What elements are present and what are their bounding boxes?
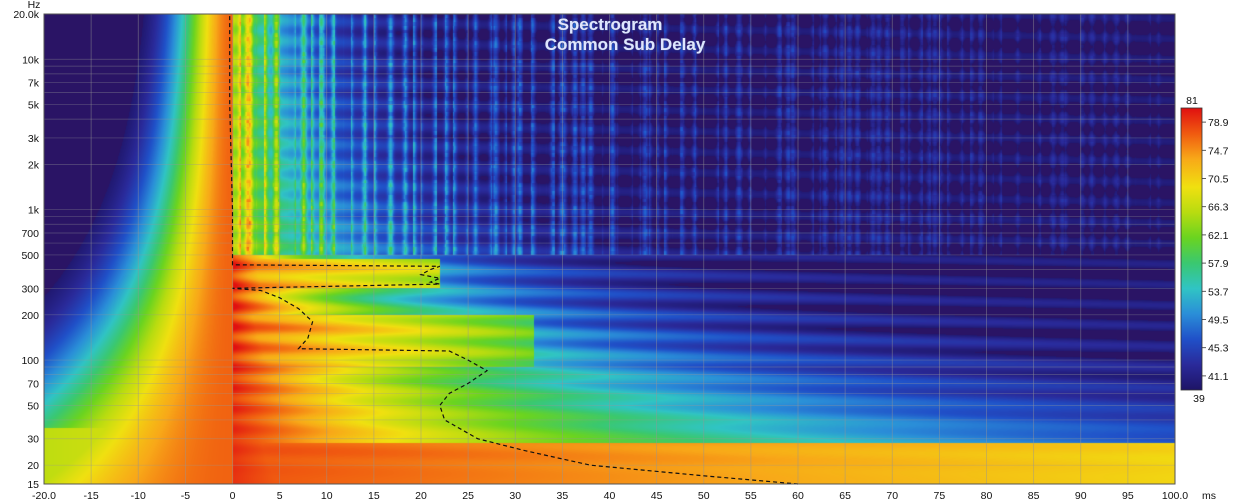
- x-tick-label: 25: [462, 490, 474, 502]
- x-tick-label: 30: [509, 490, 521, 502]
- colorbar-tick-label: 57.9: [1208, 258, 1229, 270]
- y-tick-label: 1k: [28, 205, 40, 217]
- x-tick-label: 10: [321, 490, 333, 502]
- y-tick-label: 20.0k: [13, 9, 39, 21]
- y-tick-label: 70: [27, 378, 39, 390]
- colorbar-tick-label: 41.1: [1208, 371, 1229, 383]
- colorbar-tick-label: 70.5: [1208, 174, 1229, 186]
- y-tick-label: 20: [27, 460, 39, 472]
- x-tick-label: 100.0: [1162, 490, 1188, 502]
- x-tick-label: 50: [698, 490, 710, 502]
- colorbar-min-label: 39: [1193, 393, 1205, 405]
- x-tick-label: 60: [792, 490, 804, 502]
- y-tick-label: 700: [21, 228, 39, 240]
- x-tick-label: 65: [839, 490, 851, 502]
- colorbar-tick-label: 49.5: [1208, 315, 1229, 327]
- y-tick-label: 5k: [28, 100, 40, 112]
- x-axis-ticks: -20.0 -15 -10 -5 0 5 10 15 20 25 30 35 40 45 50 55 60 65 7…: [32, 490, 1188, 502]
- y-tick-label: 10k: [22, 54, 40, 66]
- y-tick-label: 200: [21, 310, 39, 322]
- x-tick-label: 80: [981, 490, 993, 502]
- x-tick-label: 0: [230, 490, 236, 502]
- peak-time-curve: [229, 14, 799, 485]
- x-tick-label: 40: [604, 490, 616, 502]
- y-tick-label: 15: [27, 479, 39, 491]
- grid-lines: [44, 14, 1175, 485]
- y-tick-label: 7k: [28, 78, 40, 90]
- y-tick-label: 30: [27, 434, 39, 446]
- x-tick-label: 85: [1028, 490, 1040, 502]
- x-tick-label: 75: [934, 490, 946, 502]
- y-tick-label: 2k: [28, 159, 40, 171]
- x-tick-label: 5: [277, 490, 283, 502]
- x-tick-label: 90: [1075, 490, 1087, 502]
- x-tick-label: 45: [651, 490, 663, 502]
- colorbar-max-label: 81: [1186, 95, 1198, 107]
- chart-title: Spectrogram: [558, 15, 663, 34]
- x-tick-label: 20: [415, 490, 427, 502]
- y-tick-label: 100: [21, 355, 39, 367]
- x-unit-label: ms: [1202, 490, 1216, 502]
- y-tick-label: 300: [21, 283, 39, 295]
- y-tick-label: 50: [27, 400, 39, 412]
- x-tick-label: -5: [181, 490, 190, 502]
- chart-subtitle: Common Sub Delay: [545, 35, 706, 54]
- colorbar-ticks: 78.9 74.7 70.5 66.3 62.1 57.9 53.7 49.5 45.3 41.1: [1202, 117, 1229, 383]
- y-axis-ticks: 15 20 30 50 70 100 200 300 500 700 1k 2k 3k 5k 7k 10k 20…: [13, 9, 39, 491]
- x-tick-label: 55: [745, 490, 757, 502]
- colorbar: [1180, 107, 1203, 391]
- colorbar-tick-label: 66.3: [1208, 202, 1229, 214]
- x-tick-label: 15: [368, 490, 380, 502]
- y-tick-label: 3k: [28, 133, 40, 145]
- x-tick-label: -10: [131, 490, 146, 502]
- x-tick-label: -15: [84, 490, 99, 502]
- x-tick-label: 35: [557, 490, 569, 502]
- y-unit-label: Hz: [28, 0, 41, 11]
- colorbar-tick-label: 62.1: [1208, 230, 1229, 242]
- colorbar-tick-label: 53.7: [1208, 286, 1229, 298]
- y-tick-label: 500: [21, 250, 39, 262]
- colorbar-tick-label: 74.7: [1208, 145, 1229, 157]
- colorbar-tick-label: 45.3: [1208, 343, 1229, 355]
- colorbar-tick-label: 78.9: [1208, 117, 1229, 129]
- x-tick-label: -20.0: [32, 490, 56, 502]
- plot-border: [43, 13, 1176, 485]
- x-tick-label: 70: [886, 490, 898, 502]
- x-tick-label: 95: [1122, 490, 1134, 502]
